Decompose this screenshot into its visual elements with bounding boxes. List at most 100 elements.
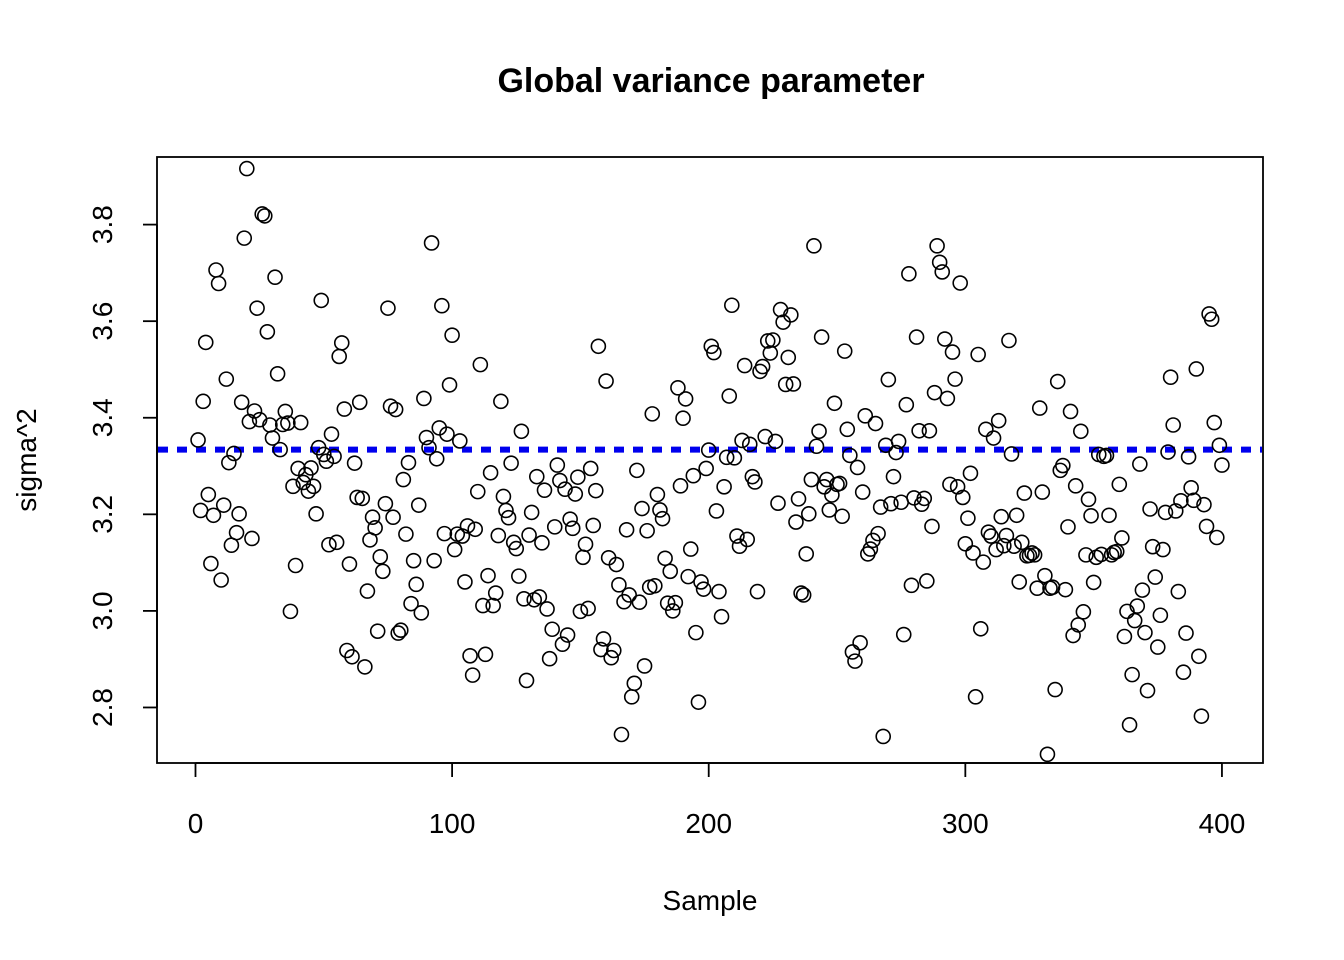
data-point bbox=[806, 238, 822, 254]
data-point bbox=[605, 642, 622, 659]
data-point bbox=[670, 380, 686, 396]
data-point bbox=[541, 650, 558, 667]
data-point bbox=[315, 446, 332, 463]
data-point bbox=[911, 422, 927, 439]
data-point bbox=[308, 506, 324, 522]
data-point bbox=[359, 583, 376, 599]
data-point bbox=[970, 346, 986, 363]
data-point bbox=[872, 499, 889, 515]
data-point bbox=[916, 490, 933, 507]
data-point bbox=[285, 478, 301, 495]
data-point bbox=[462, 648, 478, 664]
data-point bbox=[336, 401, 353, 417]
data-point bbox=[295, 474, 312, 491]
data-point bbox=[1170, 583, 1187, 600]
data-point bbox=[852, 634, 868, 651]
data-point bbox=[1165, 417, 1181, 433]
data-point bbox=[1206, 414, 1223, 431]
data-point bbox=[1193, 708, 1210, 724]
data-point bbox=[500, 509, 517, 526]
data-point bbox=[1167, 503, 1184, 519]
data-point bbox=[608, 556, 625, 573]
data-point bbox=[513, 423, 530, 440]
data-point bbox=[1049, 373, 1066, 390]
data-point bbox=[1062, 403, 1079, 420]
data-point bbox=[190, 432, 206, 448]
data-point bbox=[780, 349, 797, 366]
data-point bbox=[685, 467, 702, 484]
data-point bbox=[254, 206, 271, 222]
data-point bbox=[436, 525, 453, 542]
data-point bbox=[577, 536, 594, 553]
data-point bbox=[197, 334, 214, 351]
data-point bbox=[1026, 547, 1043, 563]
data-point bbox=[1013, 534, 1030, 551]
data-point bbox=[236, 230, 253, 246]
data-point bbox=[590, 338, 607, 355]
data-point bbox=[280, 415, 296, 431]
data-point bbox=[233, 394, 250, 411]
data-point bbox=[372, 549, 389, 565]
data-point bbox=[985, 430, 1002, 446]
data-point bbox=[978, 421, 994, 438]
data-point bbox=[706, 344, 722, 361]
data-point bbox=[724, 297, 740, 314]
data-point bbox=[939, 390, 956, 407]
data-point bbox=[405, 552, 422, 569]
x-tick-label: 200 bbox=[685, 808, 732, 839]
data-point bbox=[380, 300, 396, 316]
data-point bbox=[369, 623, 386, 639]
data-point bbox=[1067, 478, 1084, 494]
data-point bbox=[528, 468, 545, 485]
data-point bbox=[924, 518, 940, 535]
data-point bbox=[423, 235, 440, 251]
data-point bbox=[747, 474, 763, 490]
data-point bbox=[559, 627, 576, 643]
data-point bbox=[562, 511, 578, 527]
data-point bbox=[844, 644, 861, 660]
data-point bbox=[793, 585, 809, 601]
data-point bbox=[788, 514, 804, 530]
data-point bbox=[813, 329, 830, 345]
data-point bbox=[644, 406, 661, 422]
data-point bbox=[929, 238, 945, 254]
data-point bbox=[1078, 547, 1094, 563]
data-point bbox=[300, 483, 317, 499]
data-point bbox=[795, 587, 812, 603]
data-point bbox=[1024, 545, 1040, 561]
data-point bbox=[598, 373, 614, 389]
data-point bbox=[539, 601, 555, 617]
data-point bbox=[364, 509, 381, 526]
data-point bbox=[962, 465, 979, 482]
data-point bbox=[305, 478, 322, 495]
data-point bbox=[647, 577, 663, 594]
data-point bbox=[790, 491, 807, 507]
y-axis-label: sigma^2 bbox=[11, 408, 42, 511]
data-point bbox=[1085, 574, 1102, 591]
data-point bbox=[1116, 628, 1133, 645]
data-point bbox=[908, 329, 925, 345]
data-point bbox=[511, 568, 527, 584]
data-point bbox=[667, 594, 684, 611]
data-point bbox=[413, 605, 430, 621]
data-point bbox=[1196, 496, 1212, 513]
data-point bbox=[434, 297, 450, 314]
data-point bbox=[313, 292, 330, 309]
data-point bbox=[1157, 504, 1174, 521]
data-point bbox=[757, 428, 773, 445]
data-point bbox=[282, 603, 299, 620]
data-point bbox=[849, 459, 866, 476]
data-point bbox=[690, 694, 707, 710]
data-point bbox=[239, 160, 255, 177]
data-point bbox=[1144, 538, 1161, 555]
data-point bbox=[718, 449, 735, 466]
data-point bbox=[452, 433, 468, 449]
data-point bbox=[1175, 664, 1192, 681]
data-point bbox=[464, 667, 481, 683]
y-tick-label: 3.8 bbox=[87, 205, 118, 244]
data-point bbox=[349, 489, 365, 506]
data-point bbox=[487, 585, 504, 601]
data-point bbox=[680, 568, 696, 585]
data-point bbox=[1034, 484, 1051, 500]
x-axis: 0 100 200 300 400 bbox=[188, 762, 1245, 839]
